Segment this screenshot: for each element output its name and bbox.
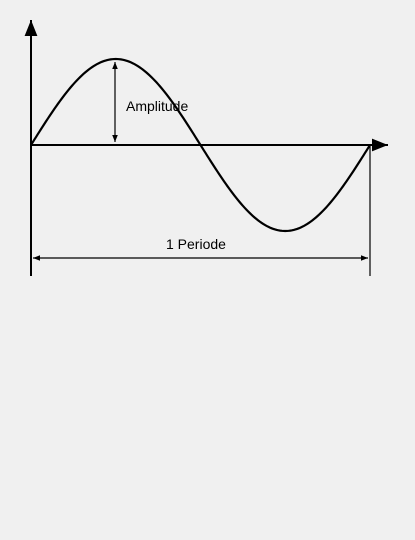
amplitude-label: Amplitude <box>126 98 188 114</box>
period-label: 1 Periode <box>166 236 226 252</box>
sine-wave <box>30 57 371 233</box>
